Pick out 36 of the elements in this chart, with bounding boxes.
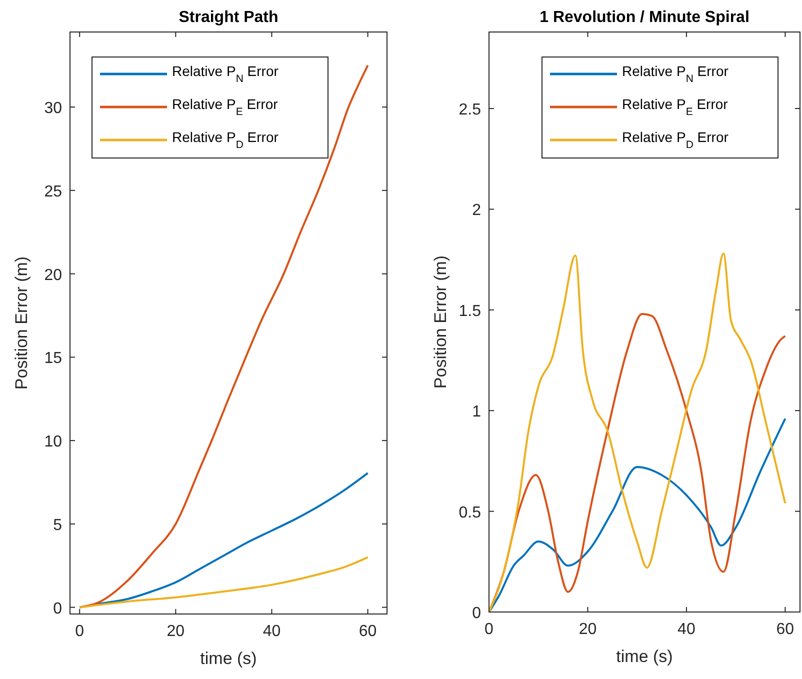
line-series	[489, 418, 786, 612]
y-tick-label: 2	[472, 202, 482, 220]
y-tick-label: 1	[472, 404, 482, 421]
x-tick-label: 0	[75, 623, 84, 640]
x-tick-label: 40	[262, 623, 281, 640]
legend-label: Relative P$_{E}$ Error	[622, 96, 728, 118]
y-tick-label: 5	[53, 516, 62, 534]
y-axis-title: Position Error (m)	[431, 255, 450, 389]
chart-title: 1 Revolution / Minute Spiral	[540, 9, 750, 26]
y-tick-label: 15	[44, 350, 62, 368]
legend-label: Relative P$_{D}$ Error	[172, 129, 279, 151]
x-tick-label: 20	[578, 621, 597, 638]
y-tick-label: 10	[44, 434, 62, 451]
x-tick-label: 0	[484, 621, 494, 638]
line-series	[489, 252, 786, 612]
legend-label: Relative P$_{N}$ Error	[172, 63, 279, 85]
line-series	[78, 556, 369, 608]
y-tick-label: 0.5	[458, 504, 482, 522]
y-tick-label: 2.5	[458, 102, 482, 119]
x-tick-label: 20	[166, 623, 185, 640]
y-tick-label: 30	[44, 100, 62, 118]
x-tick-label: 40	[678, 621, 696, 638]
x-axis-title: time (s)	[200, 649, 257, 668]
y-tick-label: 25	[44, 183, 62, 200]
legend-label: Relative P$_{E}$ Error	[172, 96, 278, 118]
legend-label: Relative P$_{N}$ Error	[622, 63, 729, 85]
y-tick-label: 20	[44, 266, 62, 284]
x-tick-label: 60	[358, 623, 377, 640]
y-axis-title: Position Error (m)	[12, 256, 31, 390]
y-tick-label: 0	[472, 605, 482, 622]
x-tick-label: 60	[776, 621, 794, 638]
x-axis-title: time (s)	[616, 647, 673, 666]
chart-title: Straight Path	[178, 9, 278, 26]
legend-label: Relative P$_{D}$ Error	[622, 129, 729, 151]
y-tick-label: 0	[53, 600, 62, 618]
y-tick-label: 1.5	[458, 302, 482, 320]
